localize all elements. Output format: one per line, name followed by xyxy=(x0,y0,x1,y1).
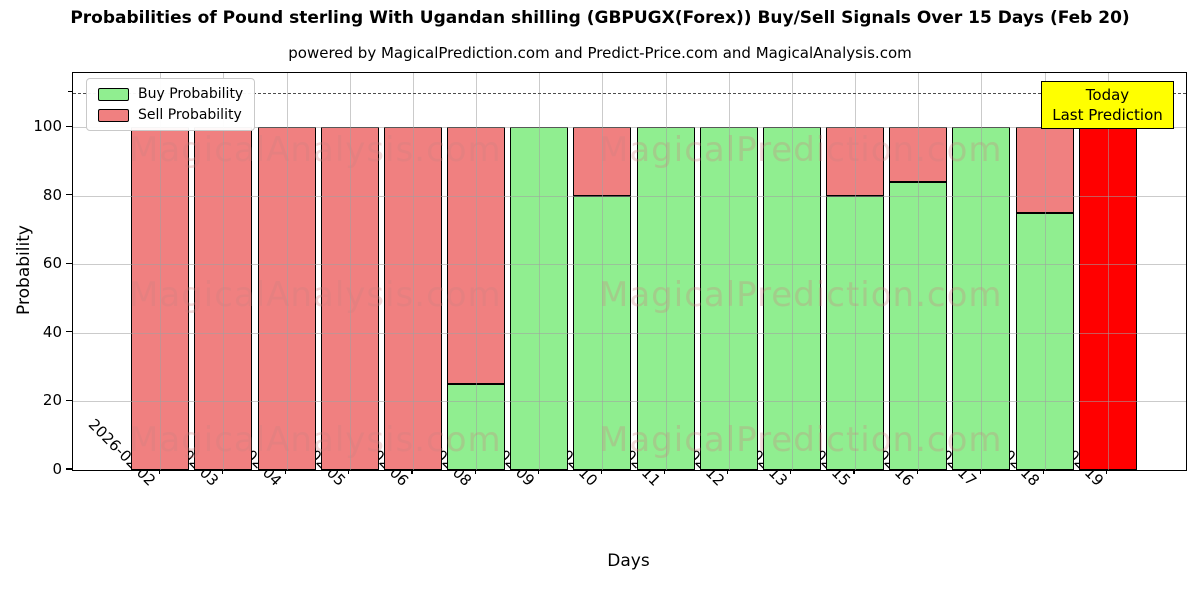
x-tick-mark xyxy=(663,469,666,474)
x-tick-mark xyxy=(979,469,981,474)
v-gridline xyxy=(665,73,667,470)
y-tick-label: 20 xyxy=(42,391,62,410)
v-gridline xyxy=(855,73,857,470)
v-gridline xyxy=(602,73,604,470)
x-tick-mark xyxy=(600,469,602,474)
x-tick-mark xyxy=(790,469,792,474)
x-tick-mark xyxy=(853,469,855,474)
watermark-text: MagicalAnalysis.com xyxy=(129,130,502,170)
y-tick-mark xyxy=(66,194,72,196)
plot-area: MagicalAnalysis.com MagicalPrediction.com… xyxy=(72,72,1187,471)
v-gridline xyxy=(791,73,793,470)
h-gridline xyxy=(73,195,1186,197)
dashed-threshold-line xyxy=(73,92,1186,94)
sell-probability-swatch-icon xyxy=(98,108,129,122)
buy-probability-swatch-icon xyxy=(98,87,129,101)
y-tick-mark xyxy=(66,125,72,127)
today-annotation-box: Today Last Prediction xyxy=(1041,81,1174,129)
v-gridline xyxy=(223,73,225,470)
chart-title: Probabilities of Pound sterling With Uga… xyxy=(70,8,1130,28)
x-tick-mark xyxy=(348,469,350,474)
h-gridline xyxy=(73,332,1186,334)
y-tick-label: 60 xyxy=(42,254,62,273)
legend-row-sell: Sell Probability xyxy=(98,107,243,123)
y-tick-label: 0 xyxy=(52,460,62,478)
watermark-text: MagicalPrediction.com xyxy=(599,130,1003,170)
v-gridline xyxy=(160,73,162,470)
v-gridline xyxy=(412,73,414,470)
x-tick-mark xyxy=(537,469,539,474)
x-axis-ticks xyxy=(72,469,1185,475)
h-gridline xyxy=(73,264,1186,266)
y-minor-tick-mark xyxy=(68,91,72,93)
h-gridline xyxy=(73,401,1186,403)
x-axis-label: Days xyxy=(607,551,650,571)
x-tick-mark xyxy=(474,469,476,474)
v-gridline xyxy=(476,73,478,470)
v-gridline xyxy=(981,73,983,470)
y-tick-mark xyxy=(66,399,72,402)
y-tick-labels: 0 20 40 60 80 100 xyxy=(0,72,62,478)
x-tick-mark xyxy=(221,469,224,474)
legend: Buy Probability Sell Probability xyxy=(86,78,256,131)
annotation-line-today: Today xyxy=(1085,86,1130,104)
x-tick-mark xyxy=(916,469,918,474)
y-tick-label: 40 xyxy=(42,322,62,341)
x-tick-mark xyxy=(158,469,160,474)
watermark-text: MagicalAnalysis.com xyxy=(129,275,502,315)
legend-label-sell: Sell Probability xyxy=(138,107,242,123)
x-tick-mark xyxy=(1042,469,1045,474)
y-tick-label: 100 xyxy=(33,117,62,136)
v-gridline xyxy=(1107,73,1109,470)
legend-label-buy: Buy Probability xyxy=(138,86,244,102)
y-tick-mark xyxy=(66,331,72,333)
y-tick-mark xyxy=(66,262,72,264)
watermark-text: MagicalPrediction.com xyxy=(599,420,1003,460)
y-axis-ticks xyxy=(66,72,72,470)
y-tick-label: 80 xyxy=(42,185,62,204)
v-gridline xyxy=(349,73,351,470)
chart-subtitle: powered by MagicalPrediction.com and Pre… xyxy=(288,44,912,62)
x-tick-mark xyxy=(727,469,729,474)
v-gridline xyxy=(918,73,920,470)
watermark-text: MagicalAnalysis.com xyxy=(129,420,502,460)
v-gridline xyxy=(1044,73,1046,470)
x-tick-mark xyxy=(285,469,287,474)
h-gridline xyxy=(73,127,1186,129)
y-tick-mark xyxy=(66,468,72,470)
v-gridline xyxy=(286,73,288,470)
x-tick-mark xyxy=(1106,469,1108,474)
annotation-line-last-prediction: Last Prediction xyxy=(1052,106,1163,124)
v-gridline xyxy=(728,73,730,470)
x-tick-mark xyxy=(411,469,413,474)
legend-row-buy: Buy Probability xyxy=(98,86,243,102)
v-gridline xyxy=(539,73,541,470)
watermark-text: MagicalPrediction.com xyxy=(599,275,1003,315)
